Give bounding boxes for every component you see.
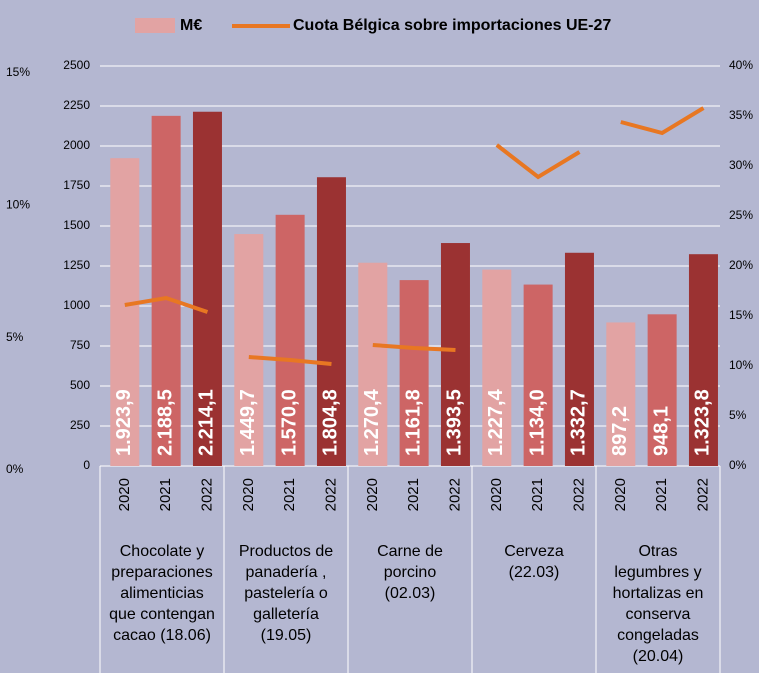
group-label: (19.05)	[261, 627, 312, 644]
value-label: 1.161,8	[402, 389, 424, 456]
group-label: Otras	[638, 543, 677, 560]
group-label: preparaciones	[111, 564, 212, 581]
x-tick-label: 2022	[446, 478, 463, 511]
x-tick-label: 2020	[364, 478, 381, 511]
x-tick-label: 2020	[240, 478, 257, 511]
y2-tick-label: 35%	[729, 108, 753, 122]
bar	[358, 262, 388, 466]
x-tick-label: 2021	[281, 478, 298, 511]
legend-swatch	[135, 18, 175, 33]
y2-tick-label: 25%	[729, 208, 753, 222]
bar	[688, 254, 718, 466]
value-label: 2.188,5	[154, 389, 176, 456]
value-label: 1.923,9	[113, 389, 135, 456]
group-label: hortalizas en	[613, 585, 704, 602]
group-label: cacao (18.06)	[113, 627, 211, 644]
value-label: 1.570,0	[278, 389, 300, 456]
bar	[275, 214, 305, 466]
bar	[399, 280, 429, 466]
y-tick-label: 1500	[63, 218, 90, 232]
group-label: Chocolate y	[120, 543, 205, 560]
value-label: 1.332,7	[568, 389, 590, 456]
share-line	[372, 343, 456, 352]
x-tick-label: 2020	[488, 478, 505, 511]
group-label: panadería ,	[246, 564, 327, 581]
group-label: galletería	[253, 606, 319, 623]
legend-label: M€	[180, 17, 202, 34]
y-tick-label: 500	[70, 378, 90, 392]
value-label: 1.134,0	[526, 389, 548, 456]
bar	[523, 284, 553, 466]
group-label: que contengan	[109, 606, 215, 623]
x-tick-label: 2022	[570, 478, 587, 511]
bar	[234, 234, 264, 466]
y3-tick-label: 10%	[6, 198, 30, 212]
y2-tick-label: 0%	[729, 458, 747, 472]
x-tick-label: 2020	[612, 478, 629, 511]
group-label: alimenticias	[120, 585, 204, 602]
y2-tick-label: 10%	[729, 358, 753, 372]
value-label: 1.323,8	[692, 389, 714, 456]
group-label: (22.03)	[509, 564, 560, 581]
bar	[564, 252, 594, 466]
value-label: 1.804,8	[320, 389, 342, 456]
value-label: 1.227,4	[485, 388, 507, 456]
share-line	[495, 143, 581, 180]
x-tick-label: 2021	[157, 478, 174, 511]
bar	[647, 314, 677, 466]
y2-tick-label: 20%	[729, 258, 753, 272]
group-label: legumbres y	[614, 564, 701, 581]
legend-label: Cuota Bélgica sobre importaciones UE-27	[293, 17, 611, 34]
x-tick-label: 2021	[405, 478, 422, 511]
bar	[316, 177, 346, 466]
group-label: conserva	[626, 606, 691, 623]
group-label: (20.04)	[633, 648, 684, 665]
x-tick-label: 2021	[653, 478, 670, 511]
y-tick-label: 750	[70, 338, 90, 352]
group-label: Productos de	[239, 543, 333, 560]
value-label: 1.393,5	[444, 389, 466, 456]
y3-tick-label: 5%	[6, 330, 24, 344]
y-tick-label: 2500	[63, 58, 90, 72]
x-tick-label: 2022	[198, 478, 215, 511]
bar	[151, 115, 181, 466]
y-tick-label: 250	[70, 418, 90, 432]
share-line	[248, 355, 332, 366]
y3-tick-label: 0%	[6, 462, 24, 476]
value-label: 897,2	[609, 406, 631, 456]
group-label: porcino	[384, 564, 437, 581]
x-tick-label: 2022	[694, 478, 711, 511]
value-label: 1.270,4	[361, 388, 383, 456]
y2-tick-label: 15%	[729, 308, 753, 322]
group-label: (02.03)	[385, 585, 436, 602]
bar	[192, 111, 222, 466]
value-label: 1.449,7	[237, 389, 259, 456]
bar	[606, 322, 636, 466]
y-tick-label: 1000	[63, 298, 90, 312]
y-tick-label: 1750	[63, 178, 90, 192]
y2-tick-label: 30%	[729, 158, 753, 172]
y-tick-label: 0	[83, 458, 90, 472]
bar	[440, 243, 470, 466]
x-tick-label: 2022	[322, 478, 339, 511]
group-label: congeladas	[617, 627, 699, 644]
group-label: Cerveza	[504, 543, 564, 560]
group-label: Carne de	[377, 543, 443, 560]
value-label: 2.214,1	[196, 389, 218, 456]
y2-tick-label: 40%	[729, 58, 753, 72]
value-label: 948,1	[650, 406, 672, 456]
share-line	[124, 295, 209, 314]
y2-tick-label: 5%	[729, 408, 747, 422]
y-tick-label: 2000	[63, 138, 90, 152]
bar	[482, 269, 512, 466]
y3-tick-label: 15%	[6, 65, 30, 79]
group-label: pastelería o	[244, 585, 328, 602]
y-tick-label: 1250	[63, 258, 90, 272]
x-tick-label: 2021	[529, 478, 546, 511]
share-line	[620, 106, 705, 136]
bar	[110, 158, 140, 466]
x-tick-label: 2020	[116, 478, 133, 511]
y-tick-label: 2250	[63, 98, 90, 112]
